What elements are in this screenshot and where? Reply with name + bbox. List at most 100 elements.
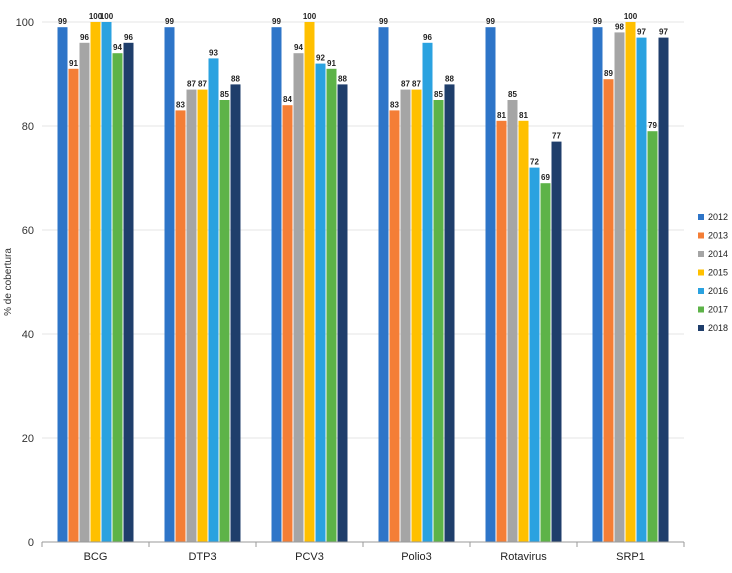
data-label: 87 [412,80,421,89]
legend-swatch [698,214,704,220]
data-label: 97 [637,28,646,37]
x-category-label: PCV3 [295,551,324,563]
data-label: 92 [316,54,325,63]
bar [411,89,422,542]
y-tick-label: 100 [16,17,34,29]
bar [304,22,315,542]
bar [389,110,400,543]
x-category-label: BCG [84,551,108,563]
legend-swatch [698,269,704,276]
y-tick-label: 20 [22,433,34,445]
y-tick-label: 60 [22,225,34,237]
data-label: 69 [541,173,550,182]
bar [282,105,293,542]
data-label: 99 [58,17,67,26]
gridlines [42,21,684,439]
data-label: 89 [604,69,613,78]
bar [197,89,208,542]
data-label: 87 [198,80,207,89]
data-label: 94 [294,43,303,52]
bar [219,100,230,542]
bar [658,37,669,542]
bar [164,27,175,542]
data-label: 77 [552,132,561,141]
data-label: 93 [209,48,218,57]
bar [378,27,389,542]
y-axis-title: % de cobertura [3,248,14,316]
bar [647,131,658,542]
data-label: 97 [659,28,668,37]
legend-label: 2012 [708,212,728,222]
bar [433,100,444,542]
bar [496,120,507,543]
legend-label: 2014 [708,249,728,259]
bar [101,22,112,542]
legend-label: 2013 [708,231,728,241]
bar [175,110,186,543]
data-label: 100 [624,12,638,21]
bar [540,183,551,542]
data-label: 88 [445,74,454,83]
x-category-label: SRP1 [616,551,645,563]
bars [57,22,669,543]
y-tick-label: 40 [22,329,34,341]
x-category-label: Polio3 [401,551,432,563]
bar [68,68,79,543]
data-label: 81 [497,111,506,120]
legend: 2012 2013 2014 2015 2016 2017 2018 [698,212,728,333]
data-label: 99 [272,17,281,26]
bar [485,27,496,542]
bar [57,27,68,542]
data-label: 72 [530,158,539,167]
legend-label: 2018 [708,323,728,333]
data-label: 87 [401,80,410,89]
bar [337,84,348,543]
legend-swatch [698,325,704,331]
bar [315,63,326,542]
data-label: 100 [100,12,114,21]
bar [603,79,614,542]
data-label: 96 [423,33,432,42]
data-label: 91 [69,59,78,68]
bar [230,84,241,543]
legend-label: 2016 [708,286,728,296]
legend-swatch [698,306,704,313]
data-label: 85 [434,90,443,99]
legend-swatch [698,251,704,257]
bar [79,42,90,543]
bar [293,53,304,542]
y-tick-label: 0 [28,537,34,549]
bar [551,141,562,542]
data-label: 79 [648,121,657,130]
data-label: 91 [327,59,336,68]
bar [271,27,282,542]
data-label: 99 [165,17,174,26]
data-label: 83 [176,100,185,109]
bar [625,22,636,542]
bar [592,27,603,542]
legend-label: 2017 [708,305,728,315]
data-label: 100 [303,12,317,21]
data-label: 84 [283,95,292,104]
data-label: 81 [519,111,528,120]
data-label: 88 [338,74,347,83]
data-label: 96 [80,33,89,42]
axes: 0 20 40 60 80 100 BCG DTP3 PCV3 Polio3 Rotavirus SR… [16,17,685,563]
data-label: 99 [379,17,388,26]
bar [326,68,337,543]
data-label: 98 [615,22,624,31]
data-label: 100 [89,12,103,21]
legend-label: 2015 [708,268,728,278]
bar [518,120,529,543]
bar [400,89,411,542]
bar [444,84,455,543]
bar [529,167,540,542]
bar [614,32,625,543]
legend-swatch [698,232,704,239]
legend-swatch [698,288,704,294]
data-label: 85 [220,90,229,99]
bar [208,58,219,543]
bar [186,89,197,542]
